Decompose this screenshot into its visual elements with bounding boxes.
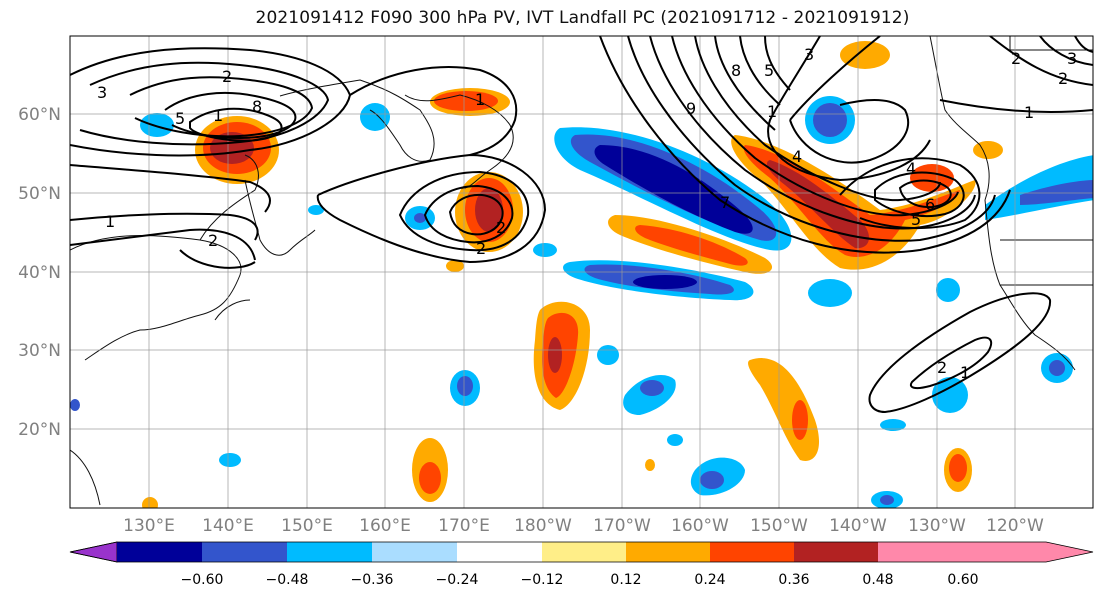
colorbar-segment	[710, 542, 794, 562]
colorbar-tick-label: 0.24	[694, 572, 725, 588]
lon-label: 130°W	[908, 516, 966, 536]
contour-labels: 3 2 5 1 8 2 1 2 2 1 8 9 5 3 1 2 3 4 7 4 …	[97, 45, 1077, 382]
colorbar-tick-label: 0.12	[610, 572, 641, 588]
colorbar: −0.60 −0.48 −0.36 −0.24 −0.12 0.12 0.24 …	[69, 541, 1094, 588]
colorbar-segment	[287, 542, 372, 562]
longitude-labels: 130°E 140°E 150°E 160°E 170°E 180°W 170°…	[123, 516, 1044, 536]
shaded-anomalies	[70, 41, 1093, 508]
contour-label: 3	[804, 45, 814, 64]
contour-label: 1	[960, 363, 970, 382]
lon-label: 160°E	[359, 516, 411, 536]
ivt-contours	[70, 36, 1093, 414]
colorbar-segment	[794, 542, 878, 562]
colorbar-upper-extension	[963, 542, 1093, 562]
contour-label: 1	[475, 90, 485, 109]
lat-label: 30°N	[18, 341, 61, 361]
contour-label: 4	[906, 159, 916, 178]
lon-label: 150°E	[281, 516, 333, 536]
contour-label: 6	[925, 195, 935, 214]
contour-label: 8	[252, 97, 262, 116]
lon-label: 170°E	[438, 516, 490, 536]
contour-label: 1	[105, 212, 115, 231]
colorbar-tick-label: 0.60	[947, 572, 978, 588]
latitude-labels: 60°N 50°N 40°N 30°N 20°N	[18, 105, 61, 440]
contour-label: 9	[686, 99, 696, 118]
colorbar-tick-label: 0.36	[778, 572, 809, 588]
contour-label: 5	[911, 210, 921, 229]
lat-label: 40°N	[18, 263, 61, 283]
lon-label: 170°W	[593, 516, 651, 536]
colorbar-segment	[542, 542, 626, 562]
colorbar-segment	[878, 542, 963, 562]
colorbar-segment	[202, 542, 287, 562]
contour-label: 2	[208, 231, 218, 250]
lon-label: 130°E	[123, 516, 175, 536]
contour-label: 2	[476, 239, 486, 258]
contour-label: 1	[213, 106, 223, 125]
lon-label: 120°W	[986, 516, 1044, 536]
contour-label: 1	[1024, 103, 1034, 122]
lon-label: 140°W	[829, 516, 887, 536]
contour-label: 3	[1067, 49, 1077, 68]
contour-label: 5	[764, 61, 774, 80]
lon-label: 150°W	[750, 516, 808, 536]
map-title: 2021091412 F090 300 hPa PV, IVT Landfall…	[255, 8, 910, 28]
contour-label: 2	[222, 67, 232, 86]
contour-label: 2	[937, 358, 947, 377]
plot-frame	[69, 35, 1094, 509]
colorbar-tick-label: −0.60	[181, 572, 224, 588]
contour-label: 2	[1011, 49, 1021, 68]
colorbar-outline	[69, 541, 1094, 563]
colorbar-tick-label: −0.36	[351, 572, 394, 588]
colorbar-tick-label: −0.24	[436, 572, 479, 588]
lat-label: 50°N	[18, 184, 61, 204]
colorbar-lower-extension	[69, 541, 118, 563]
colorbar-tick-label: −0.48	[266, 572, 309, 588]
colorbar-segment	[372, 542, 457, 562]
contour-label: 4	[792, 147, 802, 166]
contour-label: 3	[97, 83, 107, 102]
contour-label: 8	[731, 61, 741, 80]
lon-label: 180°W	[514, 516, 572, 536]
contour-label: 2	[496, 218, 506, 237]
lon-label: 160°W	[671, 516, 729, 536]
contour-label: 2	[1058, 69, 1068, 88]
coastlines	[70, 36, 1093, 506]
contour-label: 1	[767, 102, 777, 121]
lon-label: 140°E	[202, 516, 254, 536]
colorbar-segment	[626, 542, 710, 562]
colorbar-segment	[117, 542, 202, 562]
colorbar-segment	[457, 542, 542, 562]
colorbar-tick-label: 0.48	[862, 572, 893, 588]
gridlines	[70, 36, 1093, 508]
colorbar-tick-label: −0.12	[521, 572, 564, 588]
contour-label: 7	[720, 193, 730, 212]
lat-label: 60°N	[18, 105, 61, 125]
lat-label: 20°N	[18, 420, 61, 440]
contour-label: 5	[175, 109, 185, 128]
